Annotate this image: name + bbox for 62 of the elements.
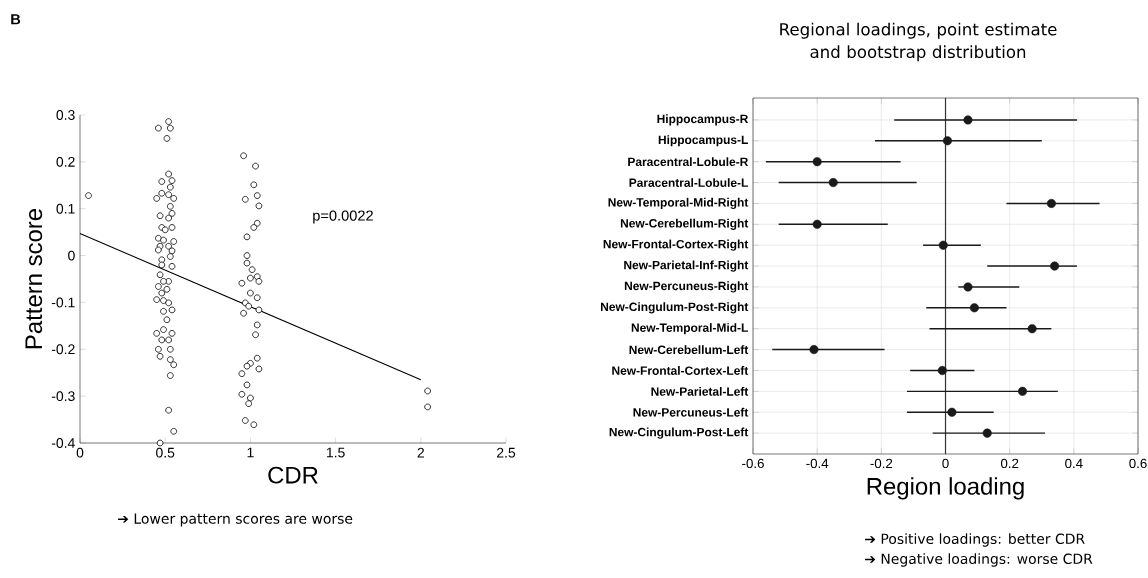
y-tick-label: New-Parietal-Left: [651, 386, 749, 396]
point: [963, 115, 973, 125]
y-tick-label: -0.2: [51, 344, 75, 355]
point: [1050, 261, 1060, 271]
point: [1027, 324, 1037, 334]
x-tick-label: -0.2: [870, 458, 893, 469]
y-tick-label: New-Percuneus-Right: [624, 281, 749, 293]
y-tick-label: -0.3: [51, 391, 75, 402]
y-tick-label: New-Frontal-Cortex-Left: [612, 366, 749, 375]
y-tick-label: -0.1: [51, 297, 75, 308]
point: [937, 365, 947, 375]
y-tick-label: Paracentral-Lobule-R: [628, 157, 749, 167]
x-tick-label: -0.6: [742, 458, 764, 469]
y-tick-label: Hippocampus-R: [657, 114, 749, 126]
y-tick-label: New-Percuneus-Left: [633, 407, 749, 417]
point: [1046, 198, 1056, 208]
y-tick-label: New-Frontal-Cortex-Right: [603, 239, 749, 251]
point: [963, 282, 973, 292]
x-tick-label: 0.6: [1129, 458, 1147, 469]
text: B: [11, 14, 21, 25]
y-tick-label: New-Temporal-Mid-Right: [608, 197, 749, 210]
y-tick-label: Paracentral-Lobule-L: [629, 178, 748, 187]
y-tick-label: Hippocampus-L: [658, 135, 748, 147]
y-axis-title: Pattern score: [25, 209, 43, 349]
x-tick-label: -0.4: [806, 458, 829, 469]
point: [969, 303, 979, 313]
x-axis-title: Region loading: [867, 477, 1024, 500]
x-tick-label: 0: [76, 447, 84, 458]
y-tick-label: 0.2: [56, 156, 75, 167]
point: [947, 407, 957, 417]
y-tick-label: New-Cerebellum-Left: [629, 345, 749, 354]
x-tick-label: 1: [247, 447, 254, 458]
x-axis-title: CDR: [268, 466, 318, 484]
text: ➔ Lower pattern scores are worse: [118, 513, 353, 527]
point: [809, 345, 819, 355]
y-tick-label: New-Temporal-Mid-L: [631, 323, 748, 335]
point: [828, 178, 838, 188]
text: ➔ Negative loadings: worse CDR: [865, 553, 1093, 567]
x-tick-label: 0.2: [1000, 458, 1019, 469]
y-tick-label: New-Cingulum-Post-Left: [609, 427, 749, 439]
x-tick-label: 0: [942, 458, 949, 469]
point: [1018, 386, 1028, 396]
x-tick-label: 1.5: [326, 447, 345, 458]
y-tick-label: New-Parietal-Inf-Right: [624, 260, 749, 272]
annotation: p=0.0022: [313, 210, 373, 224]
x-tick-label: 2.5: [497, 447, 516, 458]
point: [812, 219, 822, 229]
y-tick-label: 0.3: [56, 110, 75, 120]
chart-title: Regional loadings, point estimate and bootstrap distribution: [780, 22, 1057, 62]
y-tick-label: 0: [68, 250, 75, 261]
point: [942, 136, 952, 146]
point: [982, 428, 992, 438]
y-tick-label: -0.4: [51, 438, 75, 448]
y-tick-label: New-Cingulum-Post-Right: [601, 302, 749, 314]
point: [812, 157, 822, 167]
text: ➔ Positive loadings: better CDR: [865, 533, 1085, 547]
y-tick-label: 0.1: [56, 203, 75, 214]
x-tick-label: 2: [417, 447, 424, 458]
x-tick-label: 0.4: [1065, 458, 1083, 469]
point: [938, 240, 948, 250]
y-tick-label: New-Cerebellum-Right: [620, 218, 749, 230]
x-tick-label: 0.5: [156, 447, 175, 458]
